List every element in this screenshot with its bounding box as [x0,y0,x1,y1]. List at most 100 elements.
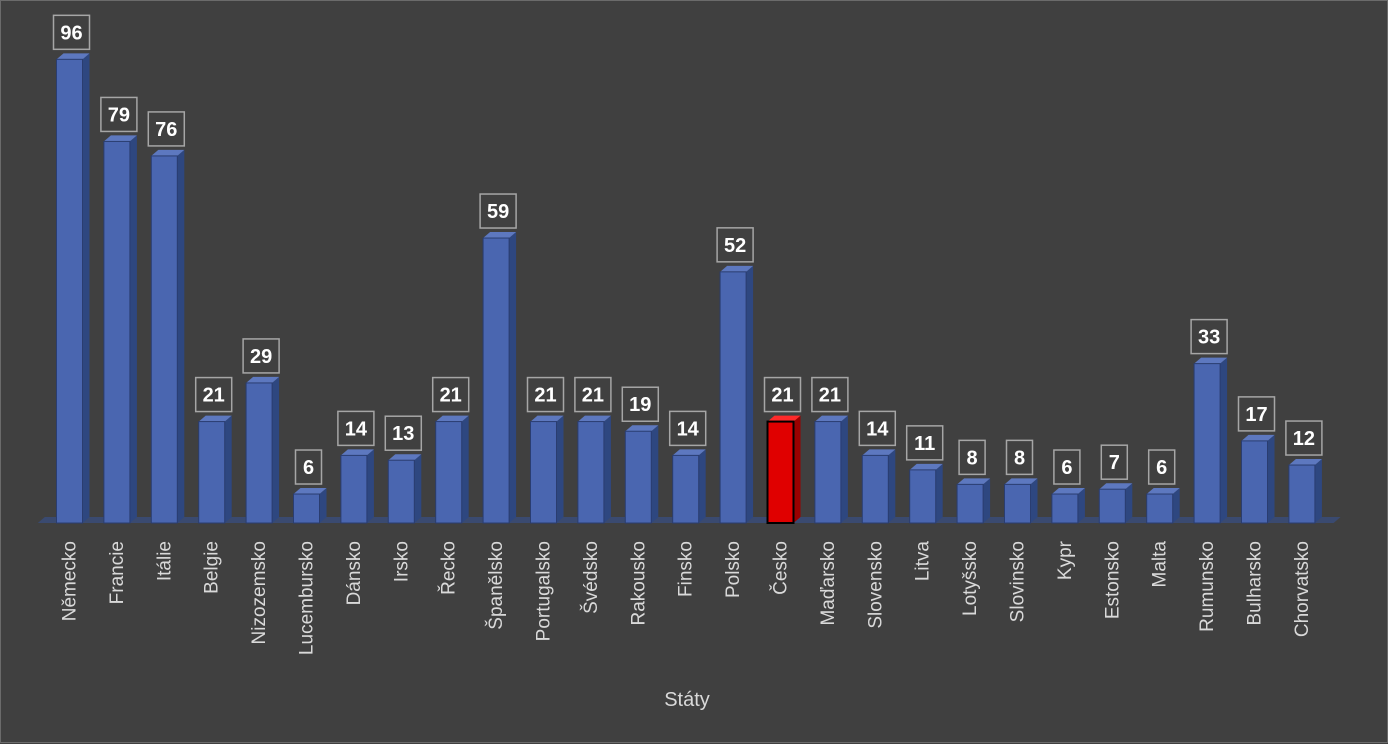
data-label-value: 33 [1198,327,1220,349]
data-label-box [858,410,897,447]
bar-front [1098,488,1126,524]
bar-top [577,415,611,422]
bar-nemecko [56,53,90,524]
bar-rakousko [624,425,659,524]
bar-side [793,415,801,523]
bar-portugalsko [530,415,564,524]
bar-side [177,149,185,524]
data-label-box [1237,396,1276,432]
data-label-value: 12 [1293,428,1315,450]
bar-top [1004,478,1038,485]
data-label-box [294,449,323,485]
data-label-value: 19 [629,394,651,416]
bar-top [767,415,801,422]
data-label-box [479,193,517,229]
category-label-portugalsko: Portugalsko [534,541,555,641]
data-label-estonsko: 7 [1100,444,1129,480]
data-label-value: 76 [155,119,177,141]
data-label-value: 52 [724,235,746,257]
category-label-recko: Řecko [438,541,460,595]
bar-front [198,421,226,524]
data-label-madarsko: 21 [811,376,849,413]
bar-top [957,478,991,485]
data-label-value: 6 [1061,457,1072,479]
bar-front [1051,493,1079,524]
data-label-box [147,111,186,147]
bar-side [935,463,943,523]
bar-polsko [719,265,754,524]
data-label-value: 17 [1245,404,1267,426]
data-label-box [1005,439,1034,476]
data-label-box [958,439,986,476]
bar-top [720,265,754,272]
data-label-value: 8 [967,447,978,469]
bar-front [530,421,557,524]
bar-front [909,469,937,524]
bar-top [1194,357,1228,364]
data-label-litva: 11 [905,425,944,461]
data-label-polsko: 52 [716,227,754,263]
bar-top [388,454,422,461]
bar-top [672,449,706,456]
data-label-value: 96 [60,22,82,44]
data-label-rakousko: 19 [621,386,660,422]
data-label-box [384,415,423,451]
data-label-portugalsko: 21 [526,376,565,413]
data-label-value: 21 [771,385,793,407]
data-label-value: 6 [303,457,314,479]
bar-front [245,382,273,524]
bar-side [461,415,469,523]
bar-finsko [672,449,706,524]
category-label-malta: Malta [1150,541,1171,588]
bar-top [483,232,517,239]
bar-front [577,421,605,524]
bar-kypr [1051,488,1085,524]
bar-top [103,135,137,142]
bar-side [651,425,659,523]
bar-estonsko [1098,483,1133,524]
data-label-value: 29 [250,346,272,368]
data-label-lucembursko: 6 [294,449,323,485]
data-label-value: 59 [487,201,509,223]
bar-front [56,58,83,524]
data-label-finsko: 14 [668,410,707,447]
data-label-value: 14 [345,418,368,440]
bar-front [1004,483,1031,524]
category-label-litva: Litva [913,541,934,582]
category-label-irsko: Irsko [391,541,412,582]
category-label-nemecko: Německo [60,541,81,621]
bar-front [150,155,178,524]
bar-nizozemsko [245,376,280,524]
bar-lotyssko [956,478,991,524]
bar-francie [103,135,137,524]
data-label-slovensko: 14 [858,410,897,447]
category-label-italie: Itálie [154,541,175,581]
data-label-lotyssko: 8 [958,439,986,476]
bar-top [1099,483,1133,490]
data-label-italie: 76 [147,111,186,147]
bar-recko [435,415,469,524]
data-label-box [1100,444,1129,480]
bar-side [129,135,137,523]
bar-malta [1146,488,1180,524]
bar-spanelsko [482,232,517,524]
data-label-box [194,376,233,413]
bar-front [672,454,700,524]
bar-top [1288,459,1322,466]
bar-top [246,376,280,383]
data-label-box [621,386,660,422]
bar-rumunsko [1193,357,1228,524]
bar-front [766,420,795,525]
bar-front [435,421,463,524]
bar-top [530,415,564,422]
category-label-spanelsko: Španělsko [485,541,507,630]
category-label-slovensko: Slovensko [865,541,886,629]
data-label-value: 21 [534,385,556,407]
bar-side [840,415,848,523]
category-label-cesko: Česko [770,541,792,595]
data-label-box [431,376,470,413]
category-label-lucembursko: Lucembursko [297,541,318,655]
bar-side [1077,488,1085,523]
